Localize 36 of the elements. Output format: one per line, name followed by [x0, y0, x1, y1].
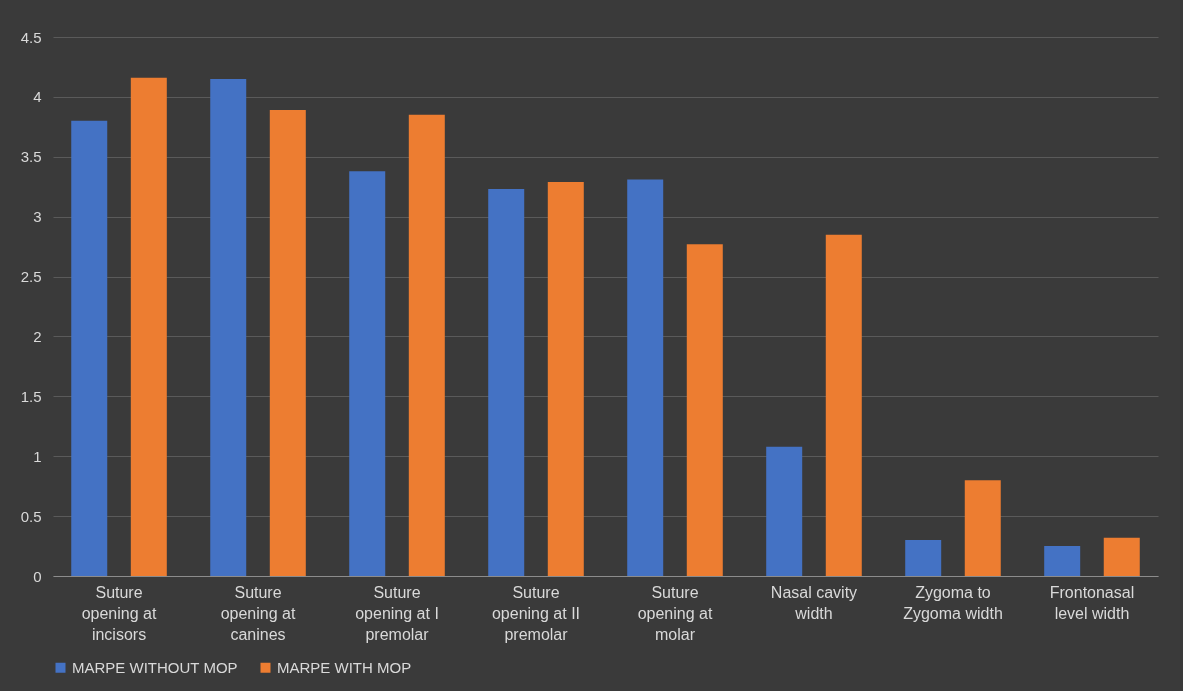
y-tick-label: 0: [33, 567, 42, 585]
bar: [547, 181, 584, 576]
bar: [964, 480, 1001, 576]
y-tick-label: 1: [33, 447, 42, 465]
bar: [269, 110, 306, 576]
bar: [905, 540, 942, 576]
y-tick-label: 4.5: [20, 28, 42, 46]
y-tick-label: 3.5: [20, 148, 42, 166]
x-tick-label: Suture opening at I premolar: [355, 583, 439, 643]
bar: [1103, 537, 1140, 576]
bar: [766, 446, 803, 576]
legend-label: MARPE WITHOUT MOP: [72, 658, 238, 676]
x-tick-label: Nasal cavity width: [770, 583, 858, 622]
x-tick-label: Suture opening at molar: [637, 583, 713, 643]
bar: [1044, 546, 1081, 576]
y-tick-label: 3: [33, 208, 42, 226]
bar: [627, 179, 664, 576]
bar: [408, 114, 445, 576]
bar: [825, 234, 862, 576]
bar: [488, 189, 525, 576]
bar: [130, 77, 167, 576]
x-tick-label: Frontonasal level width: [1049, 583, 1135, 622]
y-tick-label: 4: [33, 88, 42, 106]
x-tick-label: Suture opening at canines: [220, 583, 296, 643]
bar: [210, 78, 247, 576]
y-tick-label: 2.5: [20, 268, 42, 286]
bar: [686, 244, 723, 576]
legend-label: MARPE WITH MOP: [277, 658, 412, 676]
y-tick-label: 0.5: [20, 507, 42, 525]
x-tick-label: Suture opening at II premolar: [491, 583, 581, 643]
bar: [349, 171, 386, 576]
bar: [71, 120, 108, 576]
y-tick-label: 1.5: [20, 387, 42, 405]
y-tick-label: 2: [33, 327, 42, 345]
x-tick-label: Suture opening at incisors: [81, 583, 157, 643]
x-tick-label: Zygoma to Zygoma width: [903, 583, 1003, 622]
